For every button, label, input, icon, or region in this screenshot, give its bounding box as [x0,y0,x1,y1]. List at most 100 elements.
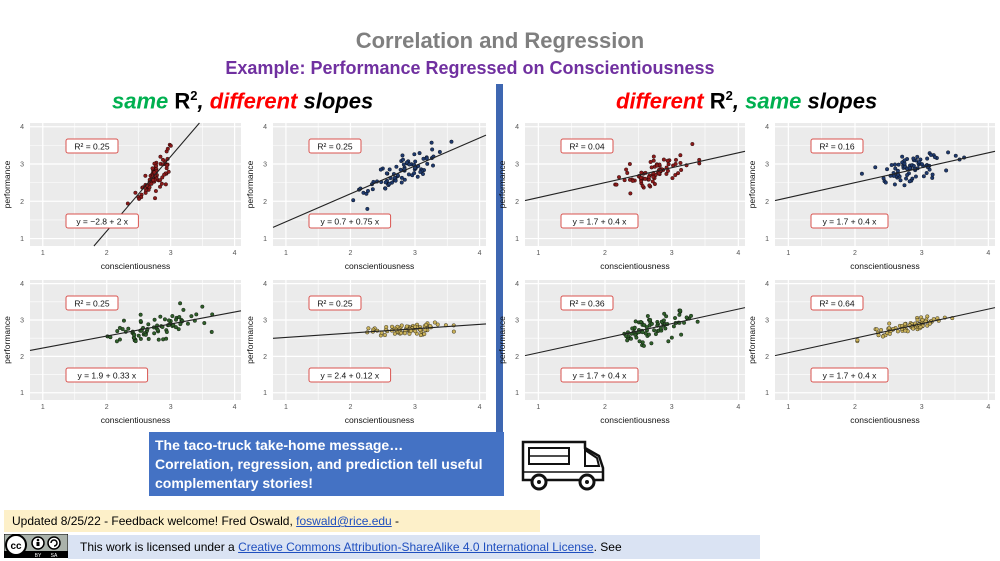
panel-5-r2-label: R² = 0.25 [74,299,109,309]
panel-8-point [874,327,879,332]
panel-1-point [162,172,167,177]
panel-4-point [953,153,958,158]
right-heading-sup: 2 [725,88,733,103]
panel-8-r2-label: R² = 0.64 [819,299,854,309]
panel-1-xtick: 4 [233,250,237,257]
panel-1-xlabel: conscientiousness [101,261,170,271]
panel-6-point [432,320,437,325]
panel-7-ytick: 3 [515,318,519,325]
panel-3-point [649,165,654,170]
panel-2-point [400,153,405,158]
panel-3-point [676,171,681,176]
panel-3-point [625,170,630,175]
panel-3-point [651,154,656,159]
panel-2-point [425,161,430,166]
panel-6-xtick: 1 [284,404,288,411]
panel-5-point [133,339,138,344]
panel-4-point [930,175,935,180]
panel-4-ytick: 1 [765,236,769,243]
panel-2-point [437,150,442,154]
panel-6-point [435,322,440,327]
right-heading-part4: slopes [801,88,878,114]
panel-3-ytick: 2 [515,199,519,206]
panel-8-point [880,334,885,339]
panel-6-r2-label: R² = 0.25 [317,299,352,309]
panel-3-eq-label: y = 1.7 + 0.4 x [573,217,628,227]
panel-3-point [673,162,678,166]
panel-2-point [413,159,418,164]
panel-7-xlabel: conscientiousness [600,415,669,425]
panel-1-point [164,163,169,168]
panel-3-ylabel: performance [497,160,507,208]
panel-3-xtick: 4 [736,250,740,257]
panel-5-ytick: 2 [20,354,24,361]
panel-2-xtick: 1 [284,250,288,257]
license-link[interactable]: Creative Commons Attribution-ShareAlike … [238,540,594,554]
panel-6-ylabel: performance [245,316,255,364]
panel-4-point [907,179,912,184]
panel-7-point [652,328,657,333]
panel-4-point [895,168,900,173]
panel-7-point [632,325,637,330]
panel-1-point [168,143,173,148]
panel-5-point [146,336,151,341]
panel-1-ytick: 4 [20,124,24,131]
email-link[interactable]: foswald@rice.edu [296,514,392,528]
vertical-divider [496,84,503,444]
panel-5-ytick: 3 [20,318,24,325]
panel-1-xtick: 2 [105,250,109,257]
panel-7-point [625,338,630,343]
panel-8-ytick: 2 [765,354,769,361]
panel-4-point [885,167,890,172]
panel-3-point [651,174,656,179]
cc-by-label: BY [35,553,42,558]
panel-3-point [651,158,656,163]
panel-5-point [143,332,148,337]
panel-3-point [690,142,695,146]
panel-2-point [402,177,407,182]
panel-3-point [624,167,629,172]
panel-4-point [900,154,905,159]
panel-2-point [421,156,426,161]
right-heading-part2: , [732,88,746,114]
panel-3-point [643,176,648,181]
panel-6-ytick: 1 [263,390,267,397]
panel-2-point [401,157,405,162]
panel-1-point [159,181,164,186]
panel-2-point [393,178,398,183]
panel-4-point [893,166,898,171]
panel-5-point [114,339,119,344]
panel-6-xtick: 3 [413,404,417,411]
panel-5-point [158,314,163,319]
panel-3-ytick: 4 [515,124,519,131]
panel-1-r2-label: R² = 0.25 [74,142,109,152]
panel-3-point [678,153,683,158]
panel-7-point [645,314,650,318]
left-heading-part3: different [209,88,298,114]
panel-7-point [634,335,639,340]
panel-2-ytick: 1 [263,236,267,243]
updated-banner: Updated 8/25/22 - Feedback welcome! Fred… [4,510,540,532]
panel-5-r2-box [65,295,119,311]
panel-3-point [640,183,645,188]
panel-3-point [646,175,651,180]
panel-8-xtick: 1 [786,404,790,411]
panel-7-point [640,330,645,335]
panel-7-ytick: 1 [515,390,519,397]
panel-7-point [663,326,668,331]
panel-3-point [679,167,684,172]
panel-7-r2-box [560,295,614,311]
panel-3-eq-box [560,213,639,229]
panel-2-ytick: 3 [263,162,267,169]
panel-4-xtick: 1 [786,250,790,257]
panel-5-point [132,332,137,337]
panel-1-point [163,182,168,187]
panel-3-regression-line [524,150,746,202]
panel-7-point [695,319,700,324]
panel-7-xtick: 3 [670,404,674,411]
panel-3-ytick: 1 [515,236,519,243]
panel-1-point [149,181,154,186]
panel-3-xtick: 3 [670,250,674,257]
panel-5-point [115,329,120,334]
right-heading: different R2, same slopes [616,88,877,114]
